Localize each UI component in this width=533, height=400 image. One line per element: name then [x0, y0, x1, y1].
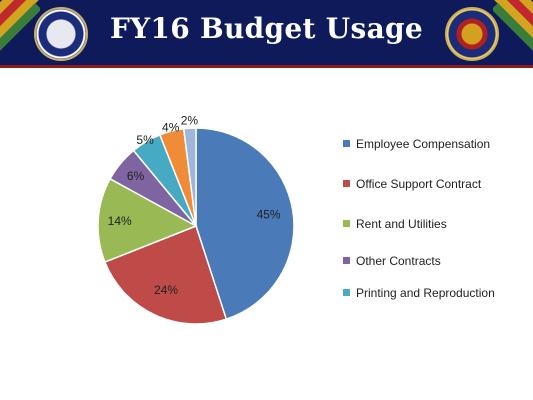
legend-swatch: [343, 180, 350, 187]
legend-swatch: [343, 257, 350, 264]
legend-swatch: [343, 220, 350, 227]
page-title: FY16 Budget Usage: [109, 12, 424, 45]
legend-item: Other Contracts: [343, 253, 521, 269]
vietnam-war-commemoration-seal-icon: [445, 7, 499, 61]
legend-label: Employee Compensation: [356, 137, 491, 151]
pie-data-label-1: 45%: [257, 208, 281, 222]
pie-slice-1: [195, 127, 295, 321]
pie-slice-3: [97, 177, 198, 264]
pie-data-label-4: 6%: [127, 169, 145, 183]
legend-item: Employee Compensation: [343, 136, 521, 152]
legend-swatch: [343, 140, 350, 147]
pie-slice-7: [182, 127, 197, 227]
pie-data-label-2: 24%: [154, 283, 178, 297]
header-banner: FY16 Budget Usage: [0, 0, 533, 68]
legend-item: Printing and Reproduction: [343, 285, 521, 301]
legend-label: Office Support Contract: [356, 177, 482, 191]
legend-item: Rent and Utilities: [343, 216, 521, 232]
pie-data-label-6: 4%: [162, 120, 180, 134]
pie-data-labels: 45% 24% 14% 6% 5% 4% 2%: [108, 113, 281, 296]
legend-label: Other Contracts: [356, 254, 441, 268]
legend-item: Office Support Contract: [343, 176, 521, 192]
legend-label: Rent and Utilities: [356, 217, 447, 231]
department-of-defense-seal-icon: [34, 7, 88, 61]
pie-data-label-3: 14%: [108, 214, 132, 228]
legend-swatch: [343, 289, 350, 296]
pie-chart: 45% 24% 14% 6% 5% 4% 2%: [97, 113, 295, 325]
pie-data-label-7: 2%: [181, 113, 199, 127]
legend-label: Printing and Reproduction: [356, 286, 495, 300]
pie-slices: [97, 127, 295, 325]
pie-data-label-5: 5%: [136, 133, 154, 147]
